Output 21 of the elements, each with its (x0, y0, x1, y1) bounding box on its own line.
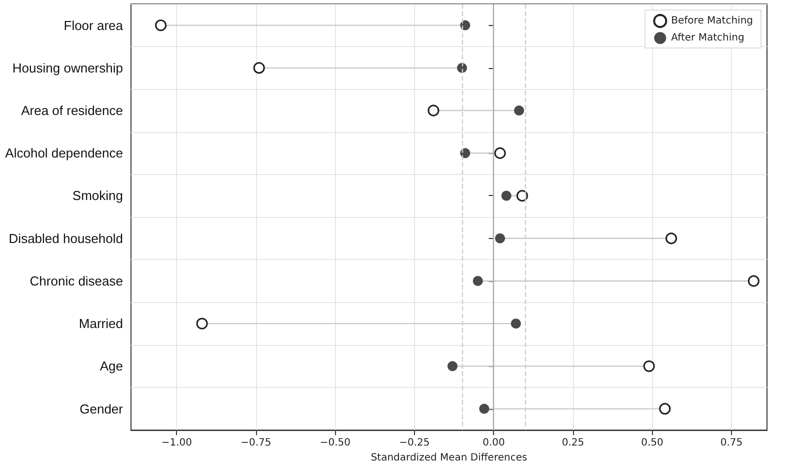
x-tick-label: −0.25 (399, 438, 430, 449)
legend-label: After Matching (671, 32, 744, 44)
x-tick-label: −1.00 (161, 438, 192, 449)
y-tick-label: Smoking (72, 188, 123, 204)
x-tick-label: 0.50 (641, 438, 664, 449)
x-tick-label: 0.75 (720, 438, 743, 449)
x-axis-title: Standardized Mean Differences (370, 452, 528, 464)
x-tick-label: 0.25 (562, 438, 584, 449)
y-tick-label: Housing ownership (12, 60, 123, 76)
y-tick-label: Chronic disease (30, 273, 123, 288)
legend-label: Before Matching (671, 16, 754, 26)
y-tick-label: Gender (80, 401, 124, 416)
y-tick-label: Married (78, 316, 123, 332)
x-tick-label: −0.75 (240, 438, 272, 449)
y-tick-label: Floor area (64, 18, 124, 33)
x-tick-label: −0.50 (320, 438, 351, 449)
y-tick-label: Age (100, 358, 123, 374)
x-tick-label: 0.00 (482, 438, 505, 449)
y-tick-label: Area of residence (21, 103, 123, 118)
y-tick-label: Disabled household (8, 230, 123, 246)
y-tick-label: Alcohol dependence (5, 146, 123, 161)
